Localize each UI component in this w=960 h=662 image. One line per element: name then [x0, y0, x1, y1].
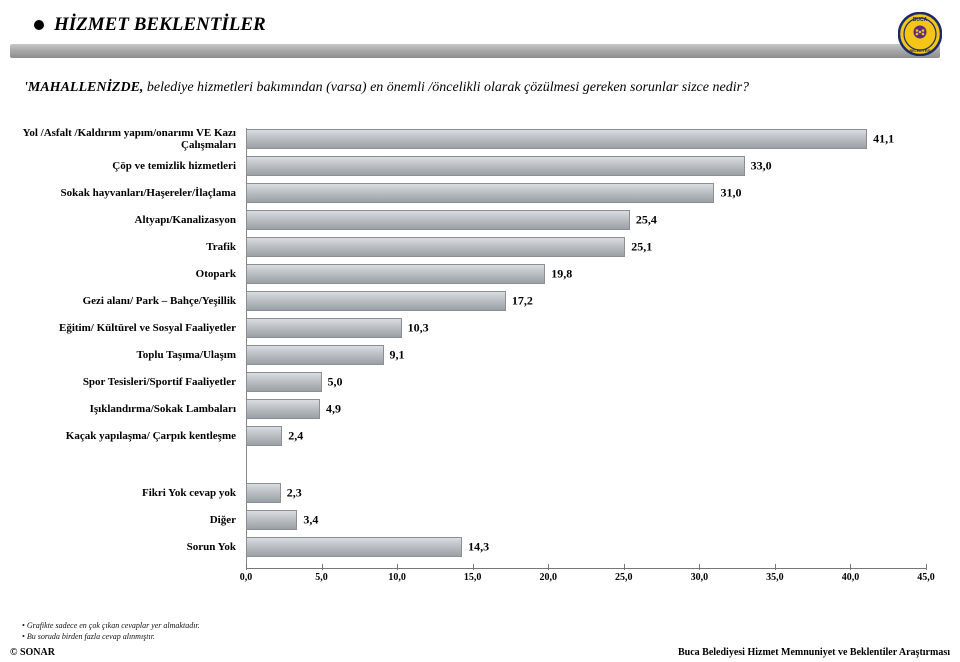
- bar: [246, 510, 297, 530]
- x-tick-label: 25,0: [615, 572, 633, 583]
- bar-value-label: 4,9: [326, 402, 341, 417]
- category-label: Spor Tesisleri/Sportif Faaliyetler: [4, 376, 236, 388]
- category-label: Sorun Yok: [4, 541, 236, 553]
- chart-row: Işıklandırma/Sokak Lambaları 4,9: [0, 398, 960, 420]
- chart-row: Sokak hayvanları/Haşereler/İlaçlama 31,0: [0, 182, 960, 204]
- bar-value-label: 31,0: [720, 186, 741, 201]
- x-tick-label: 0,0: [240, 572, 253, 583]
- category-label: Çöp ve temizlik hizmetleri: [4, 160, 236, 172]
- category-label: Gezi alanı/ Park – Bahçe/Yeşillik: [4, 295, 236, 307]
- chart-row: Otopark 19,8: [0, 263, 960, 285]
- bar: [246, 426, 282, 446]
- chart-row: Eğitim/ Kültürel ve Sosyal Faaliyetler 10…: [0, 317, 960, 339]
- svg-text:BELEDİYESİ: BELEDİYESİ: [910, 49, 931, 53]
- chart-row: Fikri Yok cevap yok 2,3: [0, 482, 960, 504]
- bar-value-label: 14,3: [468, 540, 489, 555]
- category-label: Trafik: [4, 241, 236, 253]
- x-tick-label: 10,0: [388, 572, 406, 583]
- bar-value-label: 5,0: [328, 375, 343, 390]
- bar-value-label: 41,1: [873, 132, 894, 147]
- category-label: Işıklandırma/Sokak Lambaları: [4, 403, 236, 415]
- footnotes: Grafikte sadece en çok çıkan cevaplar ye…: [22, 621, 200, 642]
- x-tick-label: 45,0: [917, 572, 935, 583]
- chart-row: Gezi alanı/ Park – Bahçe/Yeşillik 17,2: [0, 290, 960, 312]
- category-label: Toplu Taşıma/Ulaşım: [4, 349, 236, 361]
- category-label: Yol /Asfalt /Kaldırım yapım/onarımı VE K…: [4, 127, 236, 151]
- footnote-2: Bu soruda birden fazla cevap alınmıştır.: [22, 632, 200, 642]
- x-tick-label: 20,0: [539, 572, 557, 583]
- x-tick-label: 15,0: [464, 572, 482, 583]
- page-title: HİZMET BEKLENTİLER: [54, 14, 266, 36]
- chart-row: Kaçak yapılaşma/ Çarpık kentleşme 2,4: [0, 425, 960, 447]
- bar-chart: Yol /Asfalt /Kaldırım yapım/onarımı VE K…: [0, 128, 960, 608]
- chart-row: Altyapı/Kanalizasyon 25,4: [0, 209, 960, 231]
- bar: [246, 537, 462, 557]
- category-label: Otopark: [4, 268, 236, 280]
- chart-row: Çöp ve temizlik hizmetleri 33,0: [0, 155, 960, 177]
- chart-row: Trafik 25,1: [0, 236, 960, 258]
- footer-research-name: Buca Belediyesi Hizmet Memnuniyet ve Bek…: [678, 647, 950, 658]
- x-tick-label: 35,0: [766, 572, 784, 583]
- title-underline-bar: [10, 44, 940, 58]
- category-label: Diğer: [4, 514, 236, 526]
- bar: [246, 264, 545, 284]
- bar: [246, 129, 867, 149]
- bar: [246, 156, 745, 176]
- bar-value-label: 19,8: [551, 267, 572, 282]
- bar: [246, 372, 322, 392]
- bar-value-label: 9,1: [390, 348, 405, 363]
- category-label: Fikri Yok cevap yok: [4, 487, 236, 499]
- header-bullet-icon: [34, 20, 44, 30]
- bar-value-label: 25,1: [631, 240, 652, 255]
- bar: [246, 237, 625, 257]
- category-label: Sokak hayvanları/Haşereler/İlaçlama: [4, 187, 236, 199]
- footer-copyright: © SONAR: [10, 647, 55, 658]
- bar-value-label: 17,2: [512, 294, 533, 309]
- municipality-logo-icon: BUCA BELEDİYESİ: [898, 12, 942, 56]
- bar: [246, 210, 630, 230]
- chart-row: Toplu Taşıma/Ulaşım 9,1: [0, 344, 960, 366]
- bar-value-label: 10,3: [408, 321, 429, 336]
- x-tick-label: 30,0: [691, 572, 709, 583]
- category-label: Kaçak yapılaşma/ Çarpık kentleşme: [4, 430, 236, 442]
- bar-value-label: 2,4: [288, 429, 303, 444]
- survey-question: 'MAHALLENİZDE, belediye hizmetleri bakım…: [24, 80, 936, 96]
- question-bold-part: 'MAHALLENİZDE,: [24, 80, 143, 95]
- question-rest: belediye hizmetleri bakımından (varsa) e…: [143, 80, 749, 95]
- category-label: Altyapı/Kanalizasyon: [4, 214, 236, 226]
- chart-row: Diğer 3,4: [0, 509, 960, 531]
- bar-value-label: 3,4: [303, 513, 318, 528]
- bar: [246, 318, 402, 338]
- chart-row: Sorun Yok 14,3: [0, 536, 960, 558]
- footnote-1: Grafikte sadece en çok çıkan cevaplar ye…: [22, 621, 200, 631]
- bar-value-label: 2,3: [287, 486, 302, 501]
- chart-row: Spor Tesisleri/Sportif Faaliyetler 5,0: [0, 371, 960, 393]
- chart-row: Yol /Asfalt /Kaldırım yapım/onarımı VE K…: [0, 128, 960, 150]
- bar: [246, 399, 320, 419]
- x-tick-label: 5,0: [315, 572, 328, 583]
- bar: [246, 291, 506, 311]
- category-label: Eğitim/ Kültürel ve Sosyal Faaliyetler: [4, 322, 236, 334]
- bar: [246, 345, 384, 365]
- x-tick-label: 40,0: [842, 572, 860, 583]
- svg-text:BUCA: BUCA: [913, 17, 928, 23]
- bar: [246, 483, 281, 503]
- bar: [246, 183, 714, 203]
- bar-value-label: 25,4: [636, 213, 657, 228]
- bar-value-label: 33,0: [751, 159, 772, 174]
